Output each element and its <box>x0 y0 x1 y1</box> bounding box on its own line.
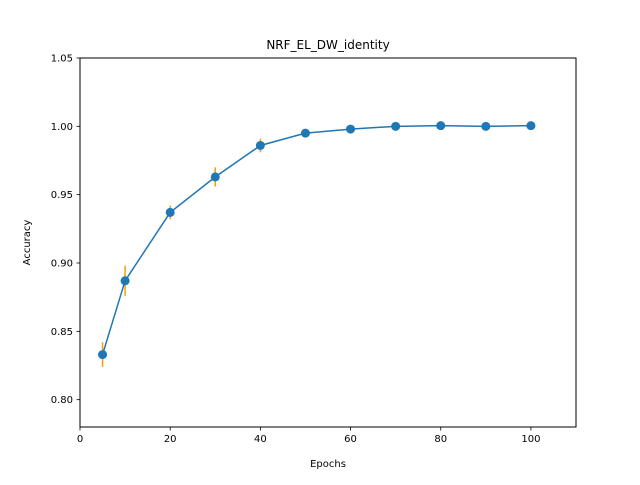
data-point <box>98 350 108 360</box>
y-tick-label: 0.80 <box>51 395 73 406</box>
x-tick-label: 100 <box>521 434 540 445</box>
chart-title: NRF_EL_DW_identity <box>266 38 389 52</box>
y-tick-label: 1.05 <box>51 54 73 65</box>
y-axis-label: Accuracy <box>22 220 33 266</box>
data-point <box>210 172 220 182</box>
series-line <box>101 124 531 355</box>
axes-frame <box>79 57 577 428</box>
x-tick-label: 40 <box>254 434 267 445</box>
x-axis-label: Epochs <box>310 459 346 470</box>
data-point <box>346 124 356 134</box>
data-point <box>120 276 130 286</box>
data-point <box>391 121 401 131</box>
data-point <box>481 121 491 131</box>
x-tick-label: 0 <box>77 434 83 445</box>
x-tick-label: 80 <box>434 434 447 445</box>
data-point <box>300 128 310 138</box>
y-tick-label: 0.95 <box>51 190 73 201</box>
y-tick-label: 0.90 <box>51 259 73 270</box>
plot-area <box>98 121 536 367</box>
x-tick-label: 60 <box>344 434 357 445</box>
data-point <box>526 121 536 131</box>
y-tick-label: 1.00 <box>51 122 73 133</box>
data-point <box>255 140 265 150</box>
x-tick-label: 20 <box>164 434 177 445</box>
data-point <box>436 121 446 131</box>
data-point <box>165 207 175 217</box>
axis-ticks: 0 20 40 60 80 100 0.80 0.85 0.90 0.95 1.00 1.05 <box>51 54 541 446</box>
y-tick-label: 0.85 <box>51 327 73 338</box>
